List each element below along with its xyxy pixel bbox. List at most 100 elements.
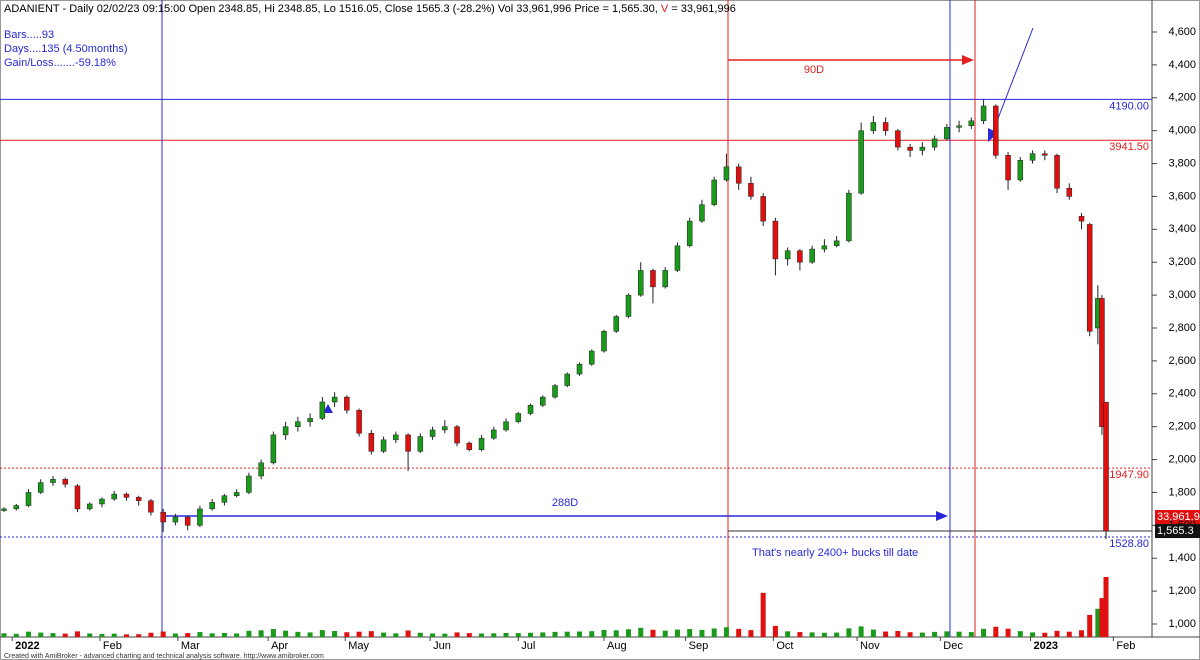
candle-body xyxy=(209,502,215,510)
candle-body xyxy=(135,497,142,501)
volume-bar xyxy=(674,629,680,637)
volume-bar xyxy=(907,632,913,637)
volume-bar xyxy=(172,633,178,637)
volume-bar xyxy=(834,632,840,637)
volume-bar xyxy=(1,633,7,637)
volume-bar xyxy=(74,631,80,637)
volume-bar xyxy=(405,630,411,637)
candle-body xyxy=(1029,153,1036,161)
volume-bar xyxy=(919,632,925,637)
candle-body xyxy=(454,426,460,444)
volume-bar xyxy=(1087,614,1093,637)
y-tick-label: 3,400 xyxy=(1168,223,1196,235)
y-tick-label: 1,800 xyxy=(1168,486,1196,498)
candle-body xyxy=(429,429,436,437)
volume-bar xyxy=(785,631,791,637)
volume-bar xyxy=(38,632,44,637)
candle-body xyxy=(650,270,656,288)
header-text: = 33,961,996 xyxy=(668,3,736,15)
volume-bar xyxy=(625,629,631,637)
volume-bar xyxy=(258,630,264,637)
x-tick-label: Dec xyxy=(943,640,963,652)
x-tick-label: Apr xyxy=(271,640,288,652)
x-tick-label: 2023 xyxy=(1034,640,1058,652)
last-price-label: 1,565.3 xyxy=(1157,525,1194,537)
y-tick-label: 2,800 xyxy=(1168,322,1196,334)
candle-body xyxy=(319,401,326,419)
volume-bar xyxy=(736,628,742,637)
volume-bar xyxy=(246,630,252,637)
volume-bar xyxy=(772,625,778,637)
volume-bar xyxy=(1066,631,1072,637)
level-label: 3941.50 xyxy=(1109,141,1149,153)
candle-body xyxy=(552,385,558,398)
volume-bar xyxy=(1005,628,1011,637)
candle-body xyxy=(344,396,350,411)
y-tick-label: 1,000 xyxy=(1168,618,1196,630)
volume-bar xyxy=(809,632,815,637)
volume-bar xyxy=(160,631,166,637)
x-tick-label: Feb xyxy=(103,640,122,652)
volume-bar xyxy=(479,633,485,637)
volume-bar xyxy=(417,632,423,637)
volume-bar xyxy=(601,629,607,637)
volume-bar xyxy=(393,633,399,637)
candle-body xyxy=(686,220,693,247)
volume-box xyxy=(1155,510,1200,524)
candle-body xyxy=(748,183,754,197)
candle-body xyxy=(123,493,130,498)
volume-bar xyxy=(454,632,460,637)
volume-bar xyxy=(221,632,227,637)
candle-body xyxy=(111,493,117,500)
candle-body xyxy=(86,503,93,510)
volume-bar xyxy=(638,627,644,637)
y-tick-label: 2,600 xyxy=(1168,355,1196,367)
volume-bar xyxy=(846,628,852,637)
y-tick-label: 2,000 xyxy=(1168,453,1196,465)
candle-body xyxy=(540,396,546,406)
volume-bar xyxy=(760,592,766,637)
candle-body xyxy=(980,105,987,122)
volume-bar xyxy=(1103,577,1109,637)
volume-bar xyxy=(748,630,754,637)
volume-bar xyxy=(1017,631,1023,637)
candle-body xyxy=(588,350,595,365)
volume-bar xyxy=(148,632,154,637)
volume-bar xyxy=(1030,632,1036,637)
candle-body xyxy=(882,122,889,131)
header: ADANIENT - Daily 02/02/23 09:15:00 Open … xyxy=(4,3,736,15)
volume-bar xyxy=(13,633,19,637)
candle-body xyxy=(160,511,166,523)
volume-bar xyxy=(613,630,619,637)
candle-body xyxy=(613,316,619,332)
candle-body xyxy=(1,508,7,511)
volume-bar xyxy=(270,629,276,637)
candle-body xyxy=(797,250,803,263)
y-tick-label: 3,600 xyxy=(1168,190,1196,202)
candle-body xyxy=(662,270,668,288)
volume-bar xyxy=(381,632,387,637)
volume-bar xyxy=(295,631,301,637)
y-tick-label: 2,400 xyxy=(1168,388,1196,400)
volume-bar xyxy=(883,631,889,637)
candle-body xyxy=(931,138,938,148)
candle-body xyxy=(197,508,203,526)
volume-bar xyxy=(870,629,876,637)
volume-bar xyxy=(1079,630,1085,637)
volume-bar xyxy=(123,634,129,637)
volume-bar xyxy=(319,630,325,637)
candle-body xyxy=(295,421,301,427)
candle-body xyxy=(760,196,766,222)
volume-bar xyxy=(699,629,705,637)
candle-body xyxy=(711,179,717,205)
signal-marker xyxy=(323,404,333,413)
candle-body xyxy=(809,248,815,263)
candle-body xyxy=(699,204,705,222)
candle-body xyxy=(772,220,779,260)
arrow xyxy=(991,27,1034,135)
volume-bar xyxy=(368,631,374,637)
annotation: That's nearly 2400+ bucks till date xyxy=(752,547,918,559)
volume-bar xyxy=(99,633,105,637)
